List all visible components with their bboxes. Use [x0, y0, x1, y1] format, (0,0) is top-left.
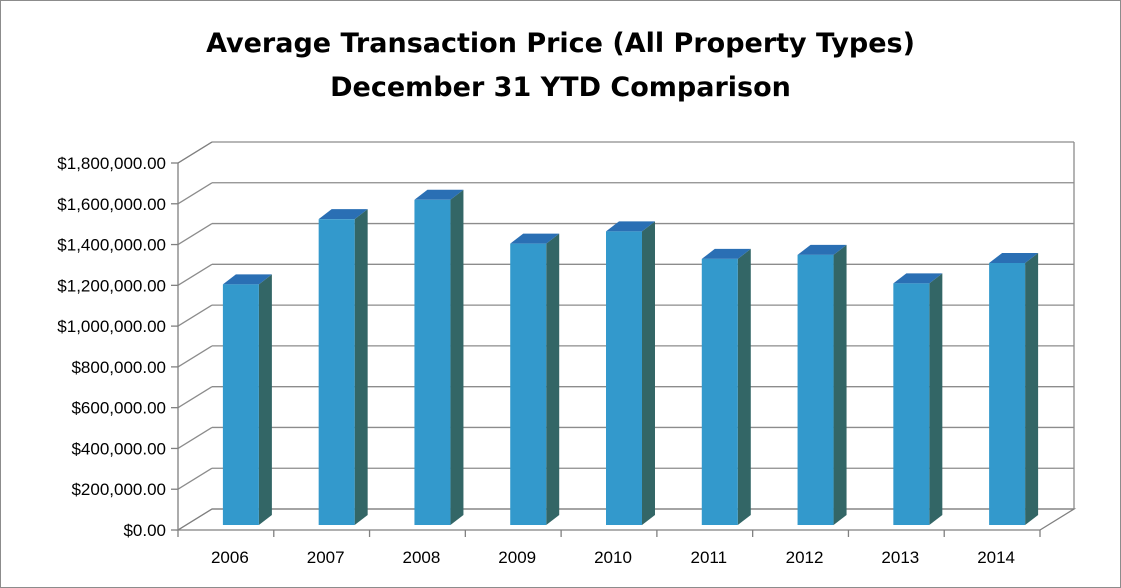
bar-top — [893, 273, 943, 284]
bar-side — [258, 274, 272, 525]
y-tick-label: $1,000,000.00 — [57, 317, 166, 336]
x-tick-label: 2008 — [403, 548, 441, 567]
chart-title: Average Transaction Price (All Property … — [0, 22, 1121, 110]
y-tick-label: $200,000.00 — [71, 480, 166, 499]
x-tick-labels: 2006 2007 2008 2009 2010 2011 2012 2013 2014 — [211, 548, 1015, 567]
bar — [222, 274, 272, 525]
y-tick-label: $800,000.00 — [71, 358, 166, 377]
bar — [414, 189, 464, 525]
bar-top — [701, 248, 751, 259]
chart-title-line-1: Average Transaction Price (All Property … — [206, 28, 915, 59]
bar-top — [222, 274, 272, 285]
x-tick-label: 2009 — [498, 548, 536, 567]
bar-front — [701, 258, 738, 525]
bar-front — [510, 243, 547, 525]
bar-front — [414, 199, 451, 525]
chart-title-line-2: December 31 YTD Comparison — [330, 72, 791, 103]
bar-top — [414, 189, 464, 200]
bar-side — [546, 233, 560, 525]
y-tick-label: $1,200,000.00 — [57, 276, 166, 295]
bar-top — [606, 221, 655, 232]
bar — [510, 233, 560, 525]
y-tick-label: $1,800,000.00 — [57, 154, 166, 173]
x-tick-label: 2013 — [881, 548, 919, 567]
bar-front — [989, 263, 1026, 525]
x-tick-label: 2012 — [786, 548, 824, 567]
y-tick-labels: $0.00 $200,000.00 $400,000.00 $600,000.00 $8… — [57, 154, 166, 540]
bar-front — [222, 284, 259, 525]
x-tick-label: 2014 — [977, 548, 1015, 567]
bar-top — [797, 244, 847, 255]
x-tick-label: 2006 — [211, 548, 249, 567]
axes — [171, 141, 1077, 537]
bar-front — [318, 219, 355, 525]
gridline — [177, 141, 1074, 164]
y-tick-label: $1,600,000.00 — [57, 195, 166, 214]
bar — [797, 244, 847, 525]
bar-side — [929, 273, 943, 525]
side-wall-edge — [177, 141, 213, 164]
bar-side — [354, 209, 368, 525]
x-tick-label: 2011 — [690, 548, 727, 567]
gridline — [177, 182, 1074, 205]
bar-side — [642, 221, 655, 525]
bar — [989, 253, 1039, 525]
bar-top — [510, 233, 560, 244]
bar-side — [1025, 253, 1039, 525]
bar-front — [797, 254, 834, 525]
bar — [318, 209, 368, 525]
bar-front — [893, 283, 930, 525]
bar — [606, 221, 655, 525]
bars — [222, 189, 1039, 526]
bar-front — [606, 231, 642, 525]
bar-side — [737, 248, 751, 526]
bar-side — [833, 244, 847, 525]
bar — [893, 273, 943, 525]
x-tick-label: 2010 — [594, 548, 632, 567]
bar-side — [450, 189, 464, 525]
y-tick-label: $0.00 — [123, 521, 166, 540]
y-tick-label: $1,400,000.00 — [57, 236, 166, 255]
bar-top — [989, 253, 1039, 264]
bar-top — [318, 209, 368, 220]
bar — [701, 248, 751, 526]
x-tick-label: 2007 — [307, 548, 345, 567]
y-tick-label: $600,000.00 — [71, 399, 166, 418]
y-tick-label: $400,000.00 — [71, 439, 166, 458]
